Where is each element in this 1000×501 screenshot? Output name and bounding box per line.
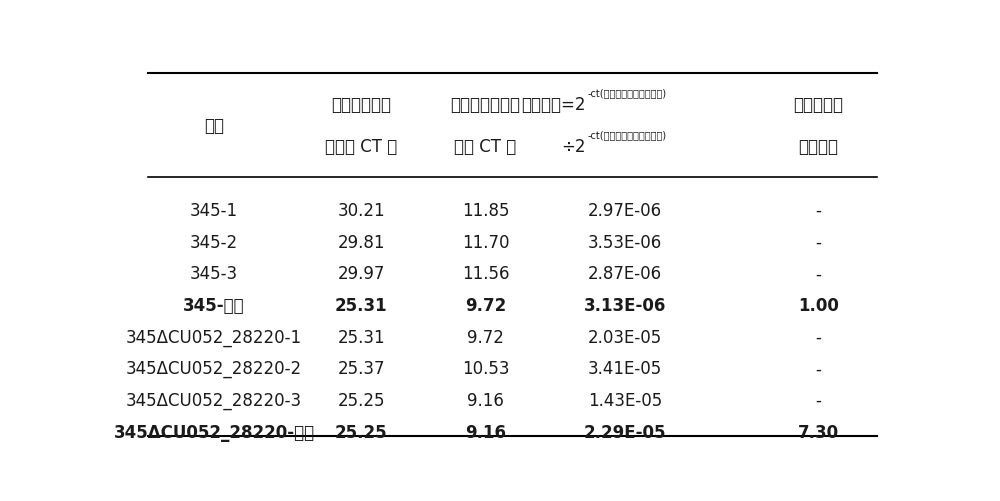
- Text: 11.85: 11.85: [462, 201, 509, 219]
- Text: 测引物 CT 值: 测引物 CT 值: [325, 138, 398, 156]
- Text: 345-平均: 345-平均: [183, 297, 245, 315]
- Text: 345-1: 345-1: [190, 201, 238, 219]
- Text: 11.70: 11.70: [462, 233, 509, 251]
- Text: 29.97: 29.97: [338, 265, 385, 283]
- Text: 25.37: 25.37: [338, 360, 385, 378]
- Text: 7.30: 7.30: [798, 423, 839, 441]
- Text: 25.25: 25.25: [338, 391, 385, 409]
- Text: -: -: [816, 201, 822, 219]
- Text: 345ΔCU052_28220-2: 345ΔCU052_28220-2: [126, 360, 302, 378]
- Text: -: -: [816, 233, 822, 251]
- Text: 1.00: 1.00: [798, 297, 839, 315]
- Text: 接合效率=2: 接合效率=2: [522, 96, 586, 113]
- Text: -: -: [816, 391, 822, 409]
- Text: 11.56: 11.56: [462, 265, 509, 283]
- Text: 2.97E-06: 2.97E-06: [588, 201, 662, 219]
- Text: -: -: [816, 328, 822, 346]
- Text: 10.53: 10.53: [462, 360, 509, 378]
- Text: ÷2: ÷2: [562, 138, 586, 156]
- Text: 3.13E-06: 3.13E-06: [584, 297, 666, 315]
- Text: 345ΔCU052_28220-平均: 345ΔCU052_28220-平均: [114, 423, 315, 441]
- Text: 引物 CT 值: 引物 CT 值: [454, 138, 516, 156]
- Text: 30.21: 30.21: [338, 201, 385, 219]
- Text: -: -: [816, 265, 822, 283]
- Text: 菌株: 菌株: [204, 117, 224, 135]
- Text: 2.03E-05: 2.03E-05: [588, 328, 662, 346]
- Text: 25.31: 25.31: [335, 297, 388, 315]
- Text: 1.43E-05: 1.43E-05: [588, 391, 662, 409]
- Text: -: -: [816, 360, 822, 378]
- Text: 相对野生株: 相对野生株: [794, 96, 844, 113]
- Text: 9.72: 9.72: [467, 328, 504, 346]
- Text: 9.16: 9.16: [465, 423, 506, 441]
- Text: 接合子特异检: 接合子特异检: [331, 96, 391, 113]
- Text: 345ΔCU052_28220-3: 345ΔCU052_28220-3: [126, 391, 302, 409]
- Text: 9.72: 9.72: [465, 297, 506, 315]
- Text: -ct(受体菌特异性检测引物): -ct(受体菌特异性检测引物): [588, 130, 667, 140]
- Text: 3.41E-05: 3.41E-05: [588, 360, 662, 378]
- Text: 345ΔCU052_28220-1: 345ΔCU052_28220-1: [126, 328, 302, 346]
- Text: 345-2: 345-2: [190, 233, 238, 251]
- Text: 接合效率: 接合效率: [799, 138, 839, 156]
- Text: 9.16: 9.16: [467, 391, 504, 409]
- Text: -ct(接合子特异性检测引物): -ct(接合子特异性检测引物): [588, 88, 667, 98]
- Text: 29.81: 29.81: [338, 233, 385, 251]
- Text: 2.87E-06: 2.87E-06: [588, 265, 662, 283]
- Text: 3.53E-06: 3.53E-06: [588, 233, 662, 251]
- Text: 25.25: 25.25: [335, 423, 388, 441]
- Text: 345-3: 345-3: [190, 265, 238, 283]
- Text: 25.31: 25.31: [338, 328, 385, 346]
- Text: 受体菌特异检测: 受体菌特异检测: [450, 96, 520, 113]
- Text: 2.29E-05: 2.29E-05: [584, 423, 666, 441]
